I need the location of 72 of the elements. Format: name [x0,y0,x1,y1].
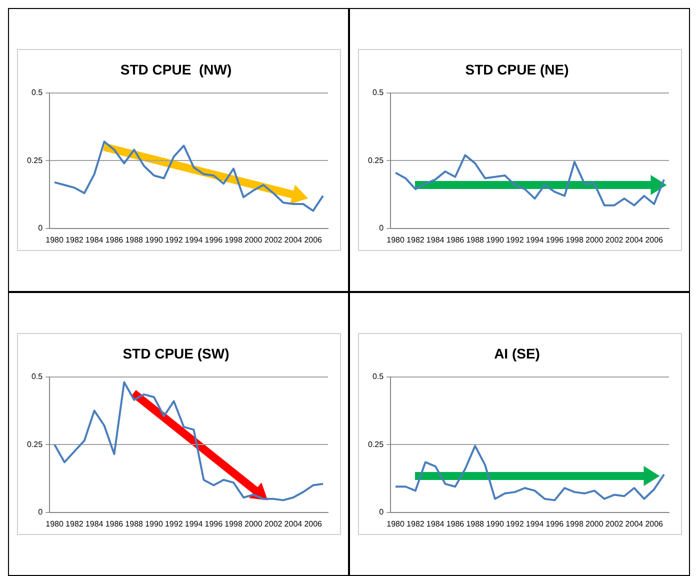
y-tick-label: 0 [38,224,43,233]
x-tick-label: 1986 [104,519,124,528]
x-tick-label: 1982 [65,235,84,244]
x-tick-label: 1998 [224,519,242,528]
x-tick-label: 1986 [446,235,464,244]
x-tick-label: 2002 [264,519,282,528]
x-tick-label: 1982 [406,235,424,244]
x-tick-label: 2002 [604,519,624,528]
y-tick-label: 0.25 [367,156,384,165]
x-tick-label: 1980 [386,519,404,528]
x-tick-label: 1984 [426,519,444,528]
x-tick-label: 1990 [486,235,504,244]
x-tick-label: 1998 [565,235,584,244]
chart-title: STD CPUE (NE) [464,61,568,78]
x-tick-label: 2006 [644,235,664,244]
x-tick-label: 1998 [565,519,584,528]
x-tick-label: 1998 [224,235,242,244]
x-tick-label: 1994 [184,519,203,528]
x-tick-label: 1988 [466,235,484,244]
x-tick-label: 1990 [486,519,504,528]
x-tick-label: 1984 [84,235,104,244]
x-tick-label: 1980 [386,235,404,244]
x-tick-label: 1982 [406,519,424,528]
x-tick-label: 1990 [144,519,163,528]
y-tick-label: 0.5 [372,372,384,382]
x-tick-label: 1996 [545,235,564,244]
y-tick-label: 0.5 [30,88,43,98]
y-tick-label: 0.5 [30,372,43,382]
y-tick-label: 0 [378,224,384,233]
x-tick-label: 2000 [244,519,262,528]
x-tick-label: 2002 [264,235,282,244]
x-tick-label: 2000 [244,235,262,244]
x-tick-label: 1984 [426,235,444,244]
x-tick-label: 2006 [304,519,322,528]
x-tick-label: 1994 [525,519,544,528]
y-tick-label: 0 [378,508,384,517]
x-tick-label: 1994 [525,235,544,244]
y-tick-label: 0.25 [26,440,43,449]
x-tick-label: 1996 [545,519,564,528]
x-tick-label: 1996 [204,519,223,528]
x-tick-label: 2000 [585,519,604,528]
x-tick-label: 1992 [164,235,183,244]
x-tick-label: 1982 [65,519,84,528]
x-tick-label: 2000 [585,235,604,244]
x-tick-label: 1986 [446,519,464,528]
chart-title: AI (SE) [494,345,540,362]
y-tick-label: 0.5 [372,88,384,98]
chart-title: STD CPUE (NW) [120,61,232,78]
x-tick-label: 1990 [144,235,163,244]
x-tick-label: 1988 [466,519,484,528]
y-tick-label: 0.25 [26,156,43,165]
x-tick-label: 1996 [204,235,223,244]
x-tick-label: 1980 [45,235,64,244]
x-tick-label: 2004 [284,235,302,244]
x-tick-label: 1992 [505,235,524,244]
x-tick-label: 2004 [624,519,644,528]
x-tick-label: 1986 [104,235,124,244]
chart-title: STD CPUE (SW) [122,345,229,362]
x-tick-label: 1988 [124,519,144,528]
y-tick-label: 0 [38,508,43,517]
x-tick-label: 1992 [164,519,183,528]
x-tick-label: 2006 [644,519,664,528]
x-tick-label: 1980 [45,519,64,528]
x-tick-label: 1992 [505,519,524,528]
x-tick-label: 2004 [624,235,644,244]
x-tick-label: 1988 [124,235,144,244]
x-tick-label: 1984 [84,519,104,528]
x-tick-label: 2006 [304,235,322,244]
y-tick-label: 0.25 [367,440,384,449]
x-tick-label: 2004 [284,519,302,528]
x-tick-label: 1994 [184,235,203,244]
x-tick-label: 2002 [604,235,624,244]
